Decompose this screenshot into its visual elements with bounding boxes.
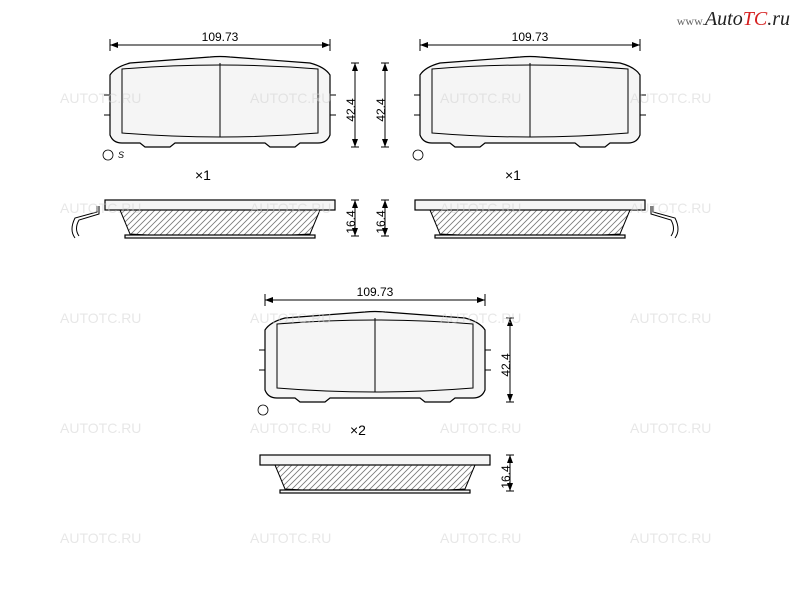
dim-height-l: 42.4: [344, 98, 358, 122]
svg-text:S: S: [118, 150, 124, 160]
pad-bottom-side: [260, 455, 490, 493]
dim-thick-r: 16.4: [374, 210, 388, 234]
dim-thick-l: 16.4: [344, 210, 358, 234]
qty-left: ×1: [195, 167, 211, 183]
pad-topleft-face: 109.73 S: [103, 30, 336, 160]
pad-topright-face: 109.73: [413, 30, 646, 160]
dim-width-2: 109.73: [512, 30, 549, 44]
qty-right: ×1: [505, 167, 521, 183]
pad-topright-side: [415, 200, 678, 238]
pad-topleft-side: [72, 200, 335, 238]
pad-bottom-face: 109.73: [258, 285, 491, 415]
qty-bottom: ×2: [350, 422, 366, 438]
dim-width-3: 109.73: [357, 285, 394, 299]
dim-thick-b: 16.4: [499, 465, 513, 489]
dim-width: 109.73: [202, 30, 239, 44]
dim-height-r: 42.4: [374, 98, 388, 122]
technical-drawing: 109.73 S 42.4 42.4 109.73: [0, 0, 800, 600]
dim-height-b: 42.4: [499, 353, 513, 377]
